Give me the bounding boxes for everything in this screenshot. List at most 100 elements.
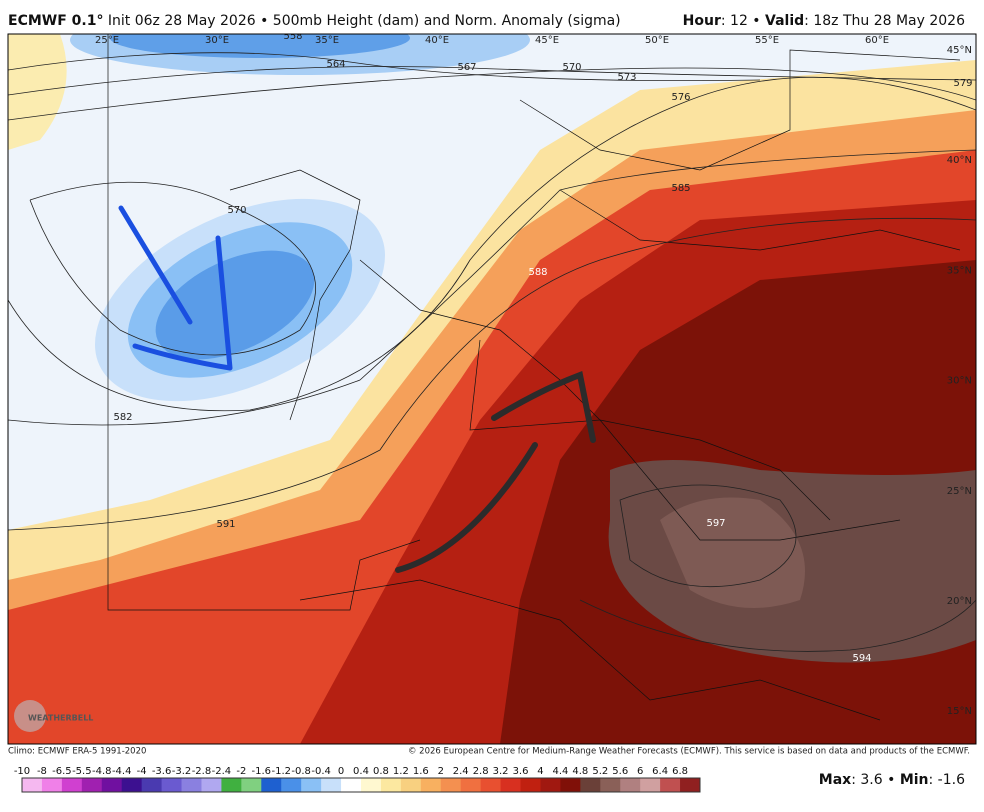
colorbar-swatch [600, 778, 621, 792]
latitude-label: 45°N [947, 45, 972, 56]
contour-label: 570 [227, 205, 246, 216]
logo: WEATHERBELL [28, 714, 93, 723]
colorbar-swatch [580, 778, 601, 792]
colorbar-swatch [181, 778, 202, 792]
header-right: Hour: 12 • Valid: 18z Thu 28 May 2026 [683, 13, 965, 29]
hour-label: Hour [683, 13, 721, 29]
map: 25°E 30°E 35°E 40°E 45°E 50°E 55°E 60°E 45°N 40°N… [8, 31, 976, 744]
min-value: : -1.6 [929, 772, 966, 788]
colorbar-label: -10 [14, 766, 30, 777]
colorbar-label: 2 [438, 766, 444, 777]
model: ECMWF 0.1° [8, 13, 103, 29]
colorbar-label: 5.2 [592, 766, 608, 777]
colorbar-label: 6 [637, 766, 643, 777]
colorbar-swatch [620, 778, 641, 792]
colorbar-swatch [361, 778, 382, 792]
colorbar-swatch [141, 778, 163, 792]
colorbar-swatch [380, 778, 402, 792]
latitude-label: 25°N [947, 486, 972, 497]
colorbar-label: -6.5 [52, 766, 72, 777]
colorbar-label: 3.6 [513, 766, 529, 777]
colorbar-swatch [640, 778, 661, 792]
contour-label: 576 [671, 92, 690, 103]
contour-labels: 558 564 567 570 573 576 579 585 588 570 582 591 597 5… [113, 31, 972, 664]
longitude-label: 60°E [865, 35, 889, 46]
colorbar-label: -4.8 [92, 766, 112, 777]
contour-label: 558 [283, 31, 302, 42]
colorbar-swatch [221, 778, 242, 792]
colorbar-swatch [81, 778, 103, 792]
colorbar-label: 6.4 [652, 766, 668, 777]
colorbar-label: -1.6 [252, 766, 272, 777]
colorbar-label: -5.5 [72, 766, 92, 777]
valid-label: Valid [765, 13, 804, 29]
colorbar-label: 2.4 [453, 766, 469, 777]
colorbar: -10 -8 -6.5 -5.5 -4.8 -4.4 -4 -3.6 -3.2 -2.8 -2.4-… [14, 766, 701, 793]
colorbar-label: 0 [338, 766, 344, 777]
longitude-label: 25°E [95, 35, 119, 46]
colorbar-swatch [61, 778, 83, 792]
header-left: ECMWF 0.1° Init 06z 28 May 2026 • 500mb … [8, 13, 621, 29]
hour-value: : 12 • [721, 13, 761, 29]
latitude-label: 35°N [947, 265, 972, 276]
colorbar-swatch [500, 778, 522, 792]
climo: Climo: ECMWF ERA-5 1991-2020 [8, 747, 146, 757]
colorbar-swatch [480, 778, 502, 792]
colorbar-swatch [121, 778, 143, 792]
colorbar-label: 1.6 [413, 766, 429, 777]
colorbar-label: -0.8 [291, 766, 311, 777]
colorbar-label: 0.4 [353, 766, 369, 777]
contour-label: 594 [852, 653, 871, 664]
colorbar-label: 4.4 [552, 766, 568, 777]
contour-label: 585 [671, 183, 690, 194]
colorbar-label: -8 [37, 766, 47, 777]
colorbar-label: -4.4 [112, 766, 132, 777]
colorbar-label: 1.2 [393, 766, 409, 777]
longitude-label: 40°E [425, 35, 449, 46]
colorbar-swatch [321, 778, 342, 792]
contour-label: 588 [528, 267, 547, 278]
colorbar-swatch [540, 778, 561, 792]
colorbar-label: 4.8 [572, 766, 588, 777]
annotations [118, 205, 596, 573]
colorbar-frame [21, 777, 701, 793]
stats: Max: 3.6 • Min: -1.6 [819, 772, 965, 788]
colorbar-swatch [460, 778, 482, 792]
colorbar-swatch [41, 778, 63, 792]
contour-label: 591 [216, 519, 235, 530]
colorbar-swatch [201, 778, 222, 792]
latitude-label: 40°N [947, 155, 972, 166]
colorbar-swatch [22, 778, 43, 792]
max-value: : 3.6 • [851, 772, 895, 788]
copyright: © 2026 European Centre for Medium-Range … [408, 747, 970, 757]
colorbar-swatch [400, 778, 422, 792]
colorbar-swatch [420, 778, 442, 792]
colorbar-swatch [440, 778, 462, 792]
contour-label: 579 [953, 78, 972, 89]
graticule-labels: 25°E 30°E 35°E 40°E 45°E 50°E 55°E 60°E 45°N 40°N… [95, 35, 972, 717]
contour-label: 597 [706, 518, 725, 529]
colorbar-label: -2.8 [192, 766, 212, 777]
contours [8, 52, 976, 652]
colorbar-swatch [680, 778, 701, 792]
longitude-label: 50°E [645, 35, 669, 46]
longitude-label: 55°E [755, 35, 779, 46]
title: Init 06z 28 May 2026 • 500mb Height (dam… [108, 13, 621, 29]
colorbar-label: 6.8 [672, 766, 688, 777]
colorbar-label: -3.6 [152, 766, 172, 777]
longitude-label: 35°E [315, 35, 339, 46]
contour-label: 573 [617, 72, 636, 83]
latitude-label: 20°N [947, 596, 972, 607]
longitude-label: 45°E [535, 35, 559, 46]
min-label: Min [900, 772, 929, 788]
colorbar-label: -1.2 [271, 766, 291, 777]
land [107, 34, 961, 721]
longitude-label: 30°E [205, 35, 229, 46]
colorbar-label: -2 [236, 766, 246, 777]
colorbar-label: 4 [537, 766, 543, 777]
colorbar-label: -0.4 [311, 766, 331, 777]
colorbar-swatch [560, 778, 581, 792]
colorbar-swatch [161, 778, 183, 792]
colorbar-label: 0.8 [373, 766, 389, 777]
